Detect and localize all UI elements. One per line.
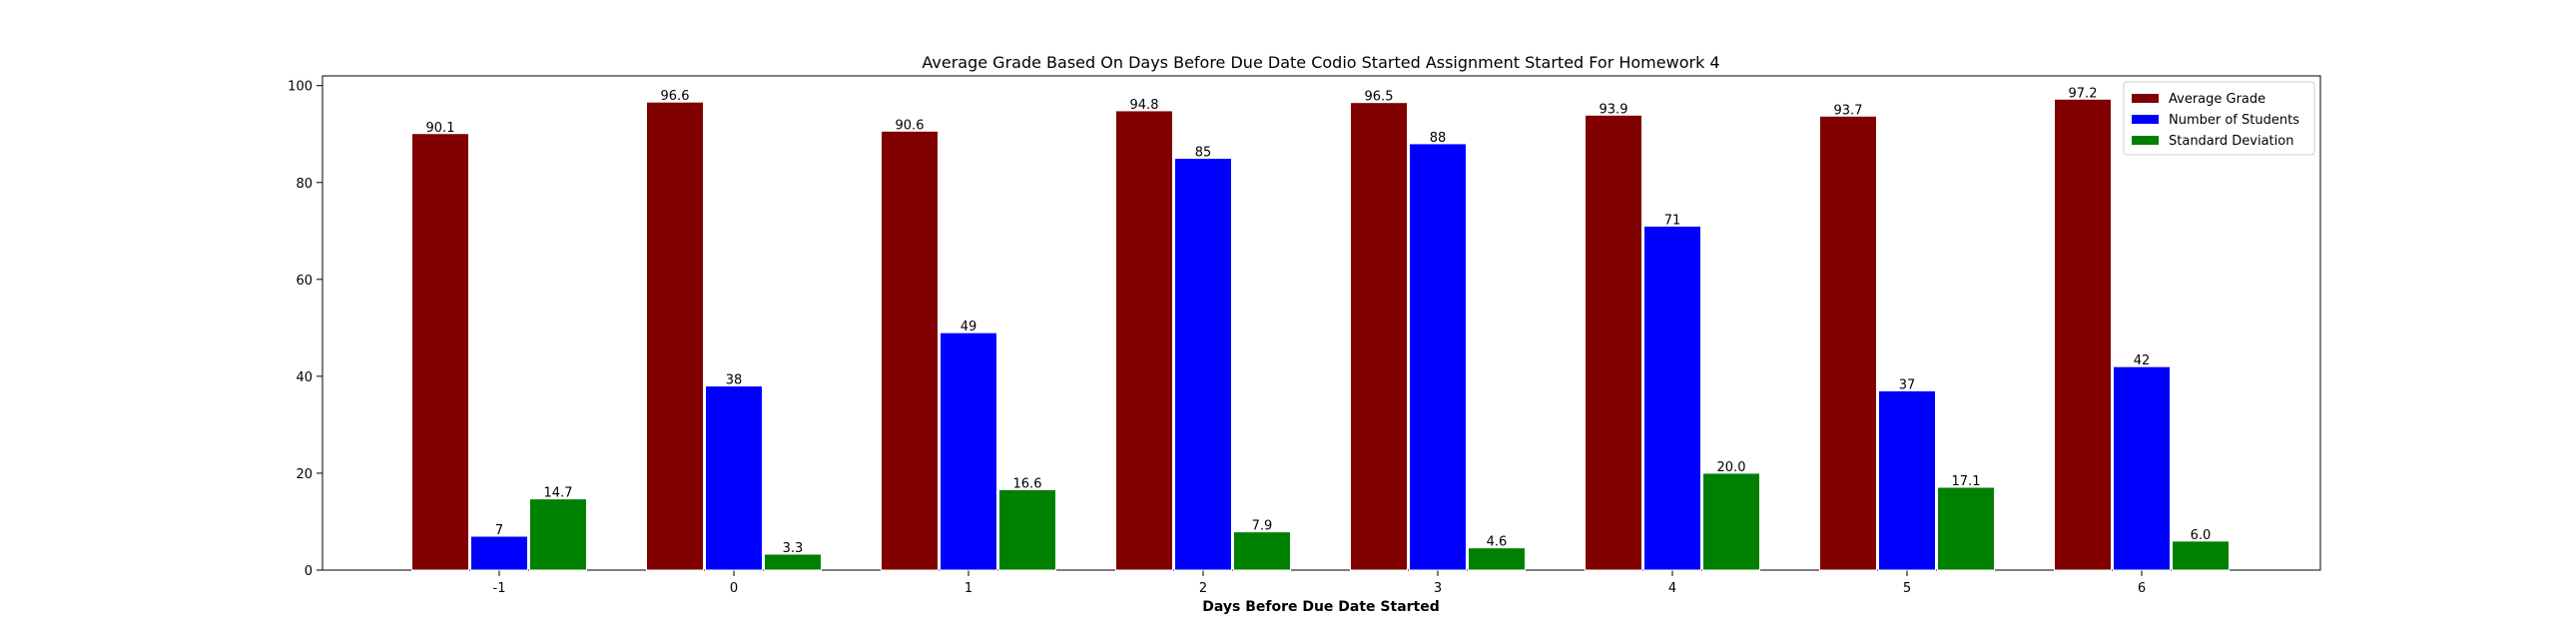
- bar-average-grade: [2054, 98, 2112, 571]
- bar-value-label: 93.9: [1600, 102, 1628, 117]
- bar-value-label: 49: [961, 320, 977, 334]
- x-tick-label: 6: [2138, 581, 2146, 596]
- bar-value-label: 94.8: [1130, 98, 1159, 113]
- bar-value-label: 88: [1430, 131, 1447, 146]
- bar-average-grade: [646, 101, 704, 571]
- bar-value-label: 7: [495, 523, 503, 538]
- legend-label: Average Grade: [2169, 92, 2265, 107]
- bar-number-of-students: [470, 535, 528, 571]
- bar-number-of-students: [2113, 365, 2171, 571]
- bar-value-label: 6.0: [2191, 528, 2212, 543]
- y-tick-label: 20: [296, 467, 313, 482]
- legend-label: Standard Deviation: [2169, 134, 2293, 149]
- legend-swatch: [2132, 115, 2159, 124]
- bar-value-label: 16.6: [1013, 476, 1042, 491]
- bar-average-grade: [1819, 115, 1877, 571]
- legend: Average Grade Number of Students Standard …: [2123, 81, 2315, 156]
- bar-standard-deviation: [998, 488, 1056, 571]
- bar-value-label: 17.1: [1952, 474, 1981, 489]
- plot-area: 020406080100-190.1714.7096.6383.3190.649…: [288, 75, 2321, 596]
- bar-value-label: 7.9: [1252, 519, 1273, 534]
- bar-value-label: 42: [2134, 353, 2151, 368]
- bar-number-of-students: [940, 331, 997, 571]
- bar-value-label: 71: [1664, 213, 1681, 228]
- bar-number-of-students: [1409, 143, 1467, 571]
- legend-label: Number of Students: [2169, 113, 2299, 128]
- x-tick-label: -1: [493, 581, 506, 596]
- x-tick-label: 4: [1668, 581, 1676, 596]
- bar-average-grade: [1585, 114, 1642, 571]
- bar-standard-deviation: [1468, 547, 1526, 571]
- bar-standard-deviation: [1702, 472, 1760, 571]
- bar-average-grade: [881, 130, 939, 571]
- y-tick-label: 60: [296, 274, 313, 289]
- bar-value-label: 96.5: [1365, 90, 1394, 105]
- x-tick-label: 5: [1903, 581, 1911, 596]
- bar-value-label: 93.7: [1834, 103, 1863, 118]
- legend-box: [2123, 81, 2315, 156]
- bar-value-label: 90.1: [426, 121, 455, 136]
- bar-standard-deviation: [1937, 486, 1995, 571]
- bar-average-grade: [411, 133, 469, 571]
- bar-value-label: 38: [726, 373, 743, 388]
- bar-standard-deviation: [1233, 531, 1291, 571]
- y-tick-label: 0: [305, 564, 313, 579]
- x-tick-label: 1: [965, 581, 972, 596]
- legend-swatch: [2132, 94, 2159, 103]
- bar-value-label: 96.6: [661, 89, 690, 104]
- bar-value-label: 20.0: [1717, 460, 1746, 475]
- bar-value-label: 3.3: [783, 541, 804, 556]
- plot-frame: [322, 75, 2321, 571]
- bar-standard-deviation: [2172, 540, 2230, 571]
- bar-number-of-students: [705, 385, 763, 571]
- bar-value-label: 14.7: [544, 486, 573, 501]
- bar-value-label: 85: [1195, 146, 1212, 161]
- y-tick-label: 40: [296, 370, 313, 385]
- bar-average-grade: [1350, 102, 1408, 571]
- y-tick-label: 80: [296, 177, 313, 192]
- bar-average-grade: [1115, 110, 1173, 571]
- chart-title: Average Grade Based On Days Before Due D…: [922, 53, 1719, 72]
- x-tick-label: 0: [730, 581, 738, 596]
- bar-number-of-students: [1878, 389, 1936, 571]
- bar-value-label: 90.6: [896, 118, 925, 133]
- bar-value-label: 4.6: [1487, 535, 1508, 550]
- bar-standard-deviation: [764, 553, 822, 571]
- legend-swatch: [2132, 136, 2159, 145]
- x-tick-label: 2: [1199, 581, 1207, 596]
- x-tick-label: 3: [1434, 581, 1442, 596]
- bar-value-label: 37: [1899, 377, 1916, 392]
- bar-number-of-students: [1174, 158, 1232, 571]
- y-tick-label: 100: [288, 80, 313, 95]
- bar-number-of-students: [1643, 225, 1701, 571]
- bar-value-label: 97.2: [2069, 86, 2098, 101]
- x-axis-label: Days Before Due Date Started: [1202, 599, 1440, 615]
- bar-standard-deviation: [529, 498, 587, 571]
